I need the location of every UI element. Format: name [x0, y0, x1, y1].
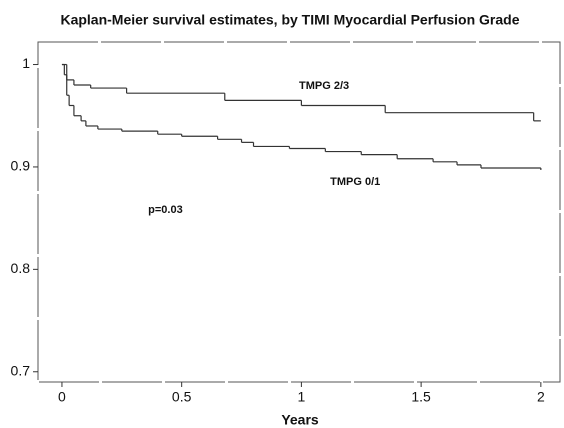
x-tick-label: 1.5	[411, 389, 431, 405]
y-tick-label: 0.7	[11, 362, 31, 378]
x-tick-label: 1	[297, 389, 305, 405]
y-tick-label: 0.8	[11, 260, 31, 276]
annotation: TMPG 0/1	[330, 176, 380, 188]
x-tick-label: 2	[537, 389, 545, 405]
x-tick-label: 0.5	[172, 389, 192, 405]
annotation: TMPG 2/3	[299, 80, 349, 92]
y-tick-label: 1	[22, 55, 30, 71]
chart-title: Kaplan-Meier survival estimates, by TIMI…	[60, 12, 519, 28]
annotation: p=0.03	[148, 204, 183, 216]
y-tick-label: 0.9	[11, 158, 31, 174]
x-tick-label: 0	[58, 389, 66, 405]
plot-frame	[37, 41, 561, 383]
x-axis-label: Years	[281, 412, 319, 428]
